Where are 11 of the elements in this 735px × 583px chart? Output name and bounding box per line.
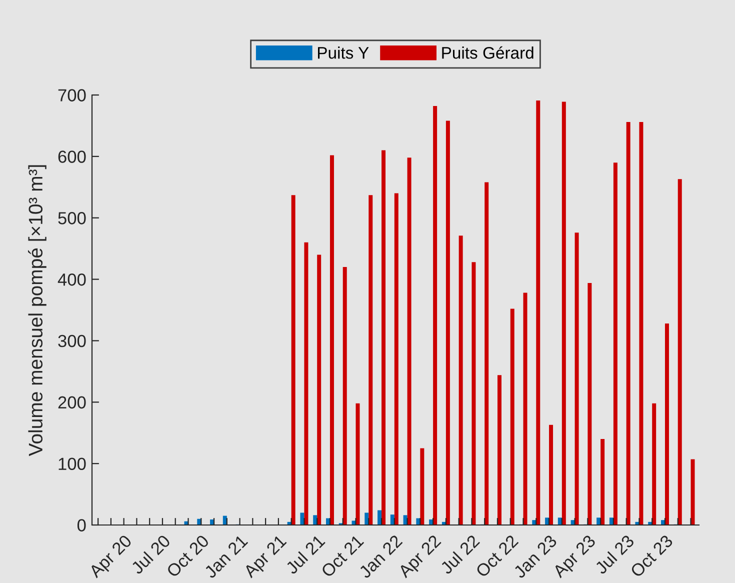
y-tick-label: 0 xyxy=(77,519,86,532)
legend-label: Puits Y xyxy=(318,46,369,59)
y-tick-label: 300 xyxy=(58,334,86,348)
y-axis-title: Volume mensuel pompé [×10³ m³] xyxy=(28,165,46,456)
y-tick-label: 500 xyxy=(58,212,86,224)
y-tick-label: 400 xyxy=(58,273,86,286)
y-tick-label: 600 xyxy=(58,150,86,163)
legend-label: Puits Gérard xyxy=(442,46,534,59)
y-tick-label: 200 xyxy=(58,396,86,409)
y-tick-label: 100 xyxy=(58,458,86,470)
y-tick-label: 700 xyxy=(58,89,86,102)
